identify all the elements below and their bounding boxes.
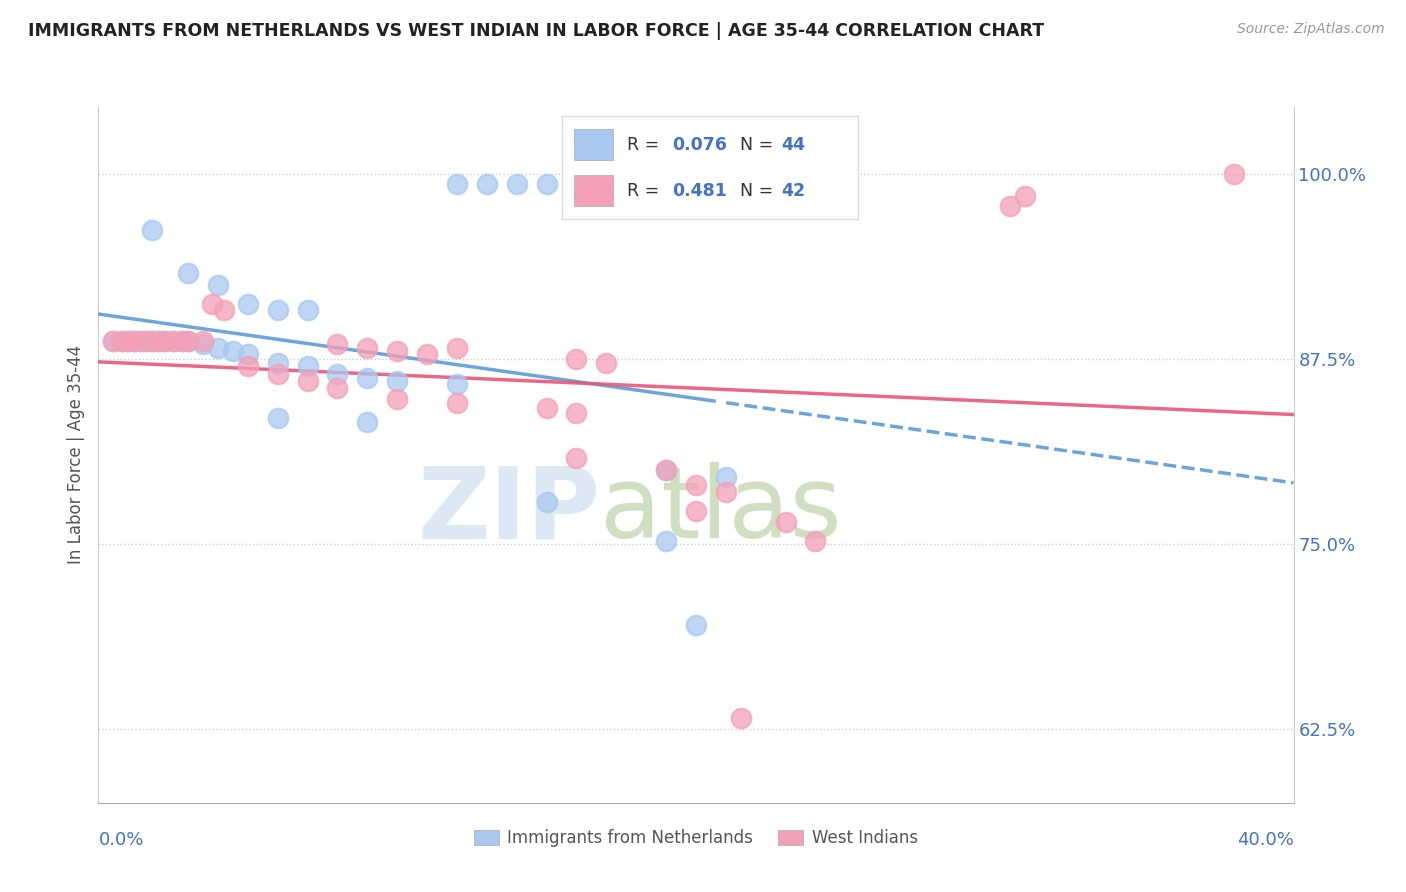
Text: IMMIGRANTS FROM NETHERLANDS VS WEST INDIAN IN LABOR FORCE | AGE 35-44 CORRELATIO: IMMIGRANTS FROM NETHERLANDS VS WEST INDI… [28, 22, 1045, 40]
Point [1014, 189, 1036, 203]
FancyBboxPatch shape [574, 176, 613, 206]
Point [297, 302, 319, 317]
Point [446, 396, 468, 410]
Point [191, 337, 214, 351]
Point [536, 495, 558, 509]
Point [117, 334, 139, 348]
Point [135, 334, 157, 348]
Text: R =: R = [627, 136, 665, 153]
Point [267, 367, 290, 381]
Point [124, 334, 146, 348]
Point [655, 533, 678, 548]
Point [111, 334, 134, 348]
Text: 44: 44 [780, 136, 804, 153]
Text: atlas: atlas [600, 462, 842, 559]
Point [236, 297, 259, 311]
Point [212, 302, 235, 317]
Text: 0.0%: 0.0% [98, 830, 143, 848]
Point [506, 177, 529, 191]
Point [446, 376, 468, 391]
Y-axis label: In Labor Force | Age 35-44: In Labor Force | Age 35-44 [66, 345, 84, 565]
Point [655, 177, 678, 191]
Point [172, 334, 194, 348]
Point [356, 415, 378, 429]
Point [201, 297, 224, 311]
Point [685, 618, 707, 632]
Point [385, 344, 409, 359]
Point [177, 266, 200, 280]
Point [385, 392, 409, 406]
Point [416, 347, 439, 361]
Text: R =: R = [627, 182, 665, 200]
Point [103, 334, 125, 348]
Point [153, 334, 176, 348]
Point [132, 334, 155, 348]
Point [565, 351, 588, 366]
Text: 0.076: 0.076 [672, 136, 727, 153]
Point [207, 342, 229, 356]
Point [297, 359, 319, 373]
Text: 0.481: 0.481 [672, 182, 727, 200]
FancyBboxPatch shape [574, 129, 613, 160]
Point [536, 401, 558, 415]
Point [685, 477, 707, 491]
Point [141, 334, 163, 348]
Point [385, 374, 409, 388]
Point [111, 334, 134, 348]
Text: N =: N = [740, 182, 779, 200]
Point [326, 337, 349, 351]
Point [804, 533, 827, 548]
Point [141, 223, 163, 237]
Point [565, 450, 588, 465]
Point [207, 277, 229, 292]
Point [655, 463, 678, 477]
Point [177, 334, 200, 348]
Point [730, 711, 752, 725]
Point [1223, 167, 1246, 181]
Point [222, 344, 245, 359]
Point [141, 334, 163, 348]
Point [191, 334, 214, 348]
Point [236, 359, 259, 373]
Point [714, 484, 737, 499]
Point [536, 177, 558, 191]
Point [685, 504, 707, 518]
Text: Source: ZipAtlas.com: Source: ZipAtlas.com [1237, 22, 1385, 37]
Point [297, 374, 319, 388]
Point [267, 302, 290, 317]
Text: ZIP: ZIP [418, 462, 600, 559]
Point [153, 334, 176, 348]
Point [162, 334, 184, 348]
Point [475, 177, 498, 191]
Point [356, 371, 378, 385]
Point [148, 334, 170, 348]
Point [129, 334, 152, 348]
Text: 40.0%: 40.0% [1237, 830, 1294, 848]
Point [103, 334, 125, 348]
Point [172, 334, 194, 348]
Point [236, 347, 259, 361]
Point [267, 411, 290, 425]
Point [148, 334, 170, 348]
Text: N =: N = [740, 136, 779, 153]
Point [356, 342, 378, 356]
Point [595, 356, 617, 370]
Point [446, 177, 468, 191]
Point [326, 367, 349, 381]
Point [446, 342, 468, 356]
Legend: Immigrants from Netherlands, West Indians: Immigrants from Netherlands, West Indian… [467, 822, 925, 854]
Point [655, 463, 678, 477]
Point [267, 356, 290, 370]
Text: 42: 42 [780, 182, 806, 200]
Point [998, 199, 1021, 213]
Point [565, 407, 588, 421]
Point [117, 334, 139, 348]
Point [162, 334, 184, 348]
Point [714, 470, 737, 484]
Point [775, 515, 797, 529]
Point [326, 381, 349, 395]
Point [177, 334, 200, 348]
Point [124, 334, 146, 348]
